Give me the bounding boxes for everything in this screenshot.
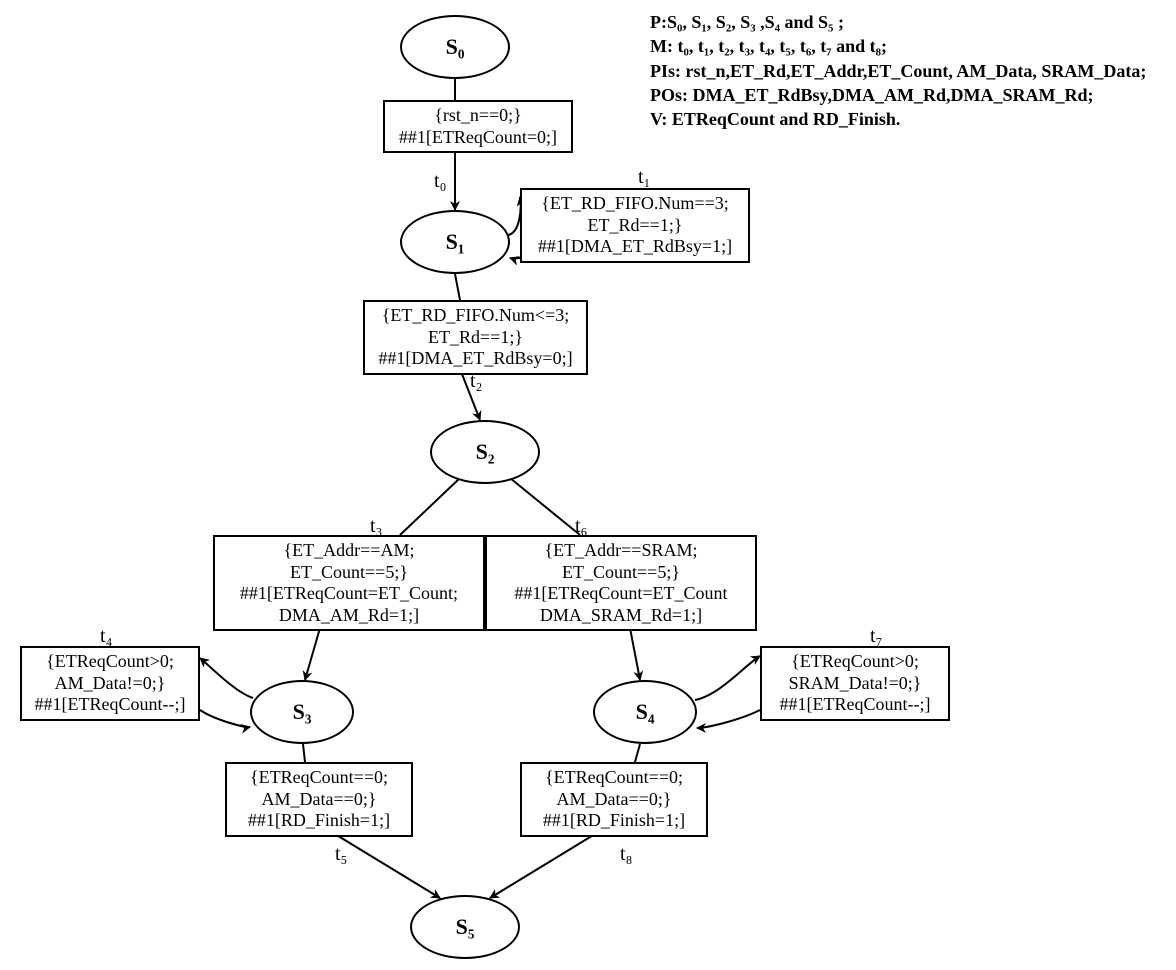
state-S4: S₄ <box>593 680 697 744</box>
t8-line1: {ETReqCount==0; <box>528 767 700 789</box>
t8-line3: ##1[RD_Finish=1;] <box>528 810 700 832</box>
state-diagram: P:S₀, S₁, S₂, S₃ ,S₄ and S₅ ; M: t₀, t₁,… <box>0 0 1176 970</box>
t7-line2: SRAM_Data!=0;} <box>768 673 942 695</box>
legend-POs: POs: DMA_ET_RdBsy,DMA_AM_Rd,DMA_SRAM_Rd; <box>650 83 1146 107</box>
transition-t1-label: t₁ <box>638 166 651 189</box>
t5-line2: AM_Data==0;} <box>233 789 405 811</box>
transition-t0-box: {rst_n==0;} ##1[ETReqCount=0;] <box>383 100 573 153</box>
t6-line1: {ET_Addr==SRAM; <box>493 540 749 562</box>
t4-line2: AM_Data!=0;} <box>28 673 192 695</box>
transition-t2-box: {ET_RD_FIFO.Num<=3; ET_Rd==1;} ##1[DMA_E… <box>363 300 588 375</box>
state-S1: S₁ <box>400 210 510 274</box>
t7-line3: ##1[ETReqCount--;] <box>768 694 942 716</box>
transition-t7-label: t₇ <box>870 625 883 648</box>
t3-line1: {ET_Addr==AM; <box>221 540 477 562</box>
state-S4-label: S₄ <box>636 699 655 725</box>
state-S0: S₀ <box>400 15 510 79</box>
t7-line1: {ETReqCount>0; <box>768 651 942 673</box>
t0-line2: ##1[ETReqCount=0;] <box>391 127 565 149</box>
t1-line2: ET_Rd==1;} <box>528 215 742 237</box>
transition-t2-label: t₂ <box>470 370 483 393</box>
state-S5: S₅ <box>410 895 520 959</box>
transition-t6-label: t₆ <box>575 515 588 538</box>
transition-t3-box: {ET_Addr==AM; ET_Count==5;} ##1[ETReqCou… <box>213 535 485 631</box>
transition-t1-box: {ET_RD_FIFO.Num==3; ET_Rd==1;} ##1[DMA_E… <box>520 188 750 263</box>
legend-V: V: ETReqCount and RD_Finish. <box>650 107 1146 131</box>
legend-M: M: t₀, t₁, t₂, t₃, t₄, t₅, t₆, t₇ and t₈… <box>650 34 1146 58</box>
legend-PIs: PIs: rst_n,ET_Rd,ET_Addr,ET_Count, AM_Da… <box>650 59 1146 83</box>
t6-line3: ##1[ETReqCount=ET_Count <box>493 583 749 605</box>
t4-line1: {ETReqCount>0; <box>28 651 192 673</box>
t5-line1: {ETReqCount==0; <box>233 767 405 789</box>
transition-t8-label: t₈ <box>620 843 633 866</box>
t2-line1: {ET_RD_FIFO.Num<=3; <box>371 305 580 327</box>
legend-P: P:S₀, S₁, S₂, S₃ ,S₄ and S₅ ; <box>650 10 1146 34</box>
transition-t3-label: t₃ <box>370 515 383 538</box>
state-S0-label: S₀ <box>446 34 465 60</box>
t8-line2: AM_Data==0;} <box>528 789 700 811</box>
t0-line1: {rst_n==0;} <box>391 105 565 127</box>
state-S2: S₂ <box>430 420 540 484</box>
t4-line3: ##1[ETReqCount--;] <box>28 694 192 716</box>
state-S1-label: S₁ <box>446 229 465 255</box>
transition-t4-label: t₄ <box>100 625 113 648</box>
state-S5-label: S₅ <box>456 914 475 940</box>
t3-line4: DMA_AM_Rd=1;] <box>221 605 477 627</box>
t6-line4: DMA_SRAM_Rd=1;] <box>493 605 749 627</box>
legend: P:S₀, S₁, S₂, S₃ ,S₄ and S₅ ; M: t₀, t₁,… <box>650 10 1146 131</box>
state-S3: S₃ <box>250 680 354 744</box>
t2-line3: ##1[DMA_ET_RdBsy=0;] <box>371 348 580 370</box>
transition-t4-box: {ETReqCount>0; AM_Data!=0;} ##1[ETReqCou… <box>20 646 200 721</box>
t5-line3: ##1[RD_Finish=1;] <box>233 810 405 832</box>
state-S3-label: S₃ <box>293 699 312 725</box>
t3-line3: ##1[ETReqCount=ET_Count; <box>221 583 477 605</box>
t1-line1: {ET_RD_FIFO.Num==3; <box>528 193 742 215</box>
transition-t7-box: {ETReqCount>0; SRAM_Data!=0;} ##1[ETReqC… <box>760 646 950 721</box>
transition-t6-box: {ET_Addr==SRAM; ET_Count==5;} ##1[ETReqC… <box>485 535 757 631</box>
transition-t5-box: {ETReqCount==0; AM_Data==0;} ##1[RD_Fini… <box>225 762 413 837</box>
t1-line3: ##1[DMA_ET_RdBsy=1;] <box>528 236 742 258</box>
t3-line2: ET_Count==5;} <box>221 562 477 584</box>
state-S2-label: S₂ <box>476 439 495 465</box>
transition-t8-box: {ETReqCount==0; AM_Data==0;} ##1[RD_Fini… <box>520 762 708 837</box>
t2-line2: ET_Rd==1;} <box>371 327 580 349</box>
t6-line2: ET_Count==5;} <box>493 562 749 584</box>
transition-t5-label: t₅ <box>335 843 348 866</box>
transition-t0-label: t₀ <box>434 170 447 193</box>
